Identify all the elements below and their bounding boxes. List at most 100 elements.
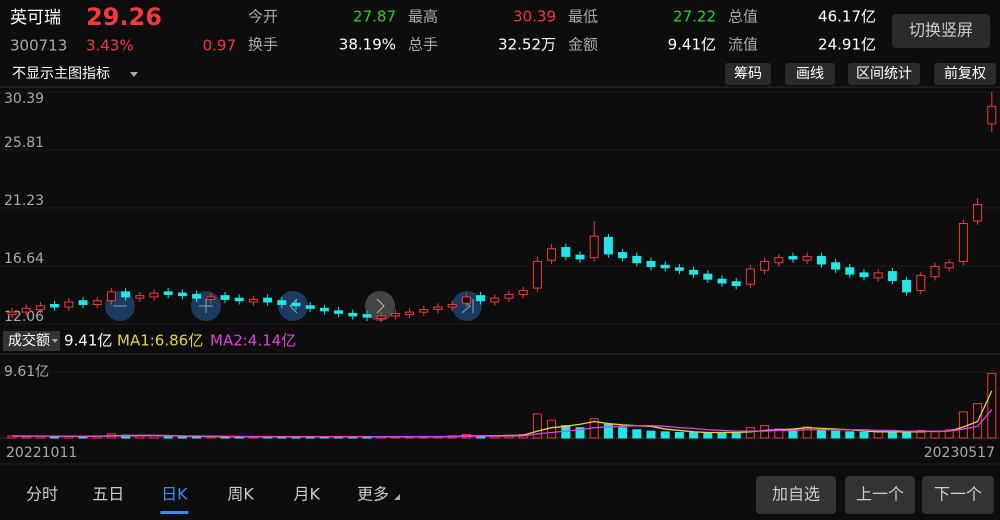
volume-bar <box>788 429 798 439</box>
volume-bar <box>831 430 841 439</box>
candle-body <box>106 291 116 302</box>
dropdown-arrow <box>130 72 138 77</box>
volume-bar <box>646 430 656 439</box>
candle-body <box>135 295 145 299</box>
candle-body <box>192 293 202 299</box>
action-button[interactable] <box>845 476 915 514</box>
ma-legend: MA2:4.14亿 <box>210 332 296 350</box>
candle-body <box>362 314 372 318</box>
candle-body <box>319 307 329 312</box>
indicator-select[interactable]: 不显示主图指标 <box>12 66 110 82</box>
volume-current: 9.41亿 <box>64 332 112 350</box>
tab[interactable]: 月K <box>294 485 321 504</box>
volume-bar <box>859 432 869 439</box>
more-arrow <box>394 494 400 500</box>
y-tick-label: 16.64 <box>4 251 44 267</box>
volume-tag[interactable] <box>3 331 60 351</box>
y-tick-label: 30.39 <box>4 91 44 107</box>
candle-body <box>674 267 684 271</box>
stat-value: 46.17亿 <box>818 8 876 26</box>
candle-body <box>788 255 798 260</box>
candle-body <box>433 306 443 311</box>
candle-body <box>490 297 500 303</box>
x-start-label: 20221011 <box>6 445 77 461</box>
candle-body <box>248 298 258 303</box>
candle-body <box>902 279 912 293</box>
candle-body <box>802 255 812 261</box>
action-button-label[interactable]: 上一个 <box>856 485 904 504</box>
action-button[interactable] <box>756 476 836 514</box>
scroll-right[interactable] <box>365 291 395 321</box>
volume-bar <box>816 429 826 439</box>
candle-body <box>660 264 670 269</box>
volume-bar <box>21 436 31 439</box>
action-button-label[interactable]: 加自选 <box>772 485 820 504</box>
candle-body <box>831 262 841 270</box>
candle-body <box>504 293 514 299</box>
candle-body <box>291 302 301 307</box>
ma-line <box>11 409 993 438</box>
candle-body <box>21 307 31 313</box>
candle-body <box>447 304 457 308</box>
stat-label: 今开 <box>248 8 278 26</box>
candle-body <box>334 310 344 314</box>
toolbar-button[interactable] <box>848 63 920 85</box>
toolbar-button-label[interactable]: 画线 <box>796 66 824 82</box>
change: 0.97 <box>203 37 236 55</box>
stat-value: 32.52万 <box>498 36 556 54</box>
candle-body <box>930 266 940 278</box>
candle-body <box>305 305 315 309</box>
candle-body <box>774 257 784 264</box>
volume-bar <box>873 431 883 439</box>
volume-bar <box>603 423 613 439</box>
toolbar-button[interactable] <box>934 63 996 85</box>
candle-body <box>646 260 656 268</box>
stat-label: 总手 <box>408 36 438 54</box>
candle-body <box>987 105 997 125</box>
scroll-end[interactable] <box>452 291 482 321</box>
candle-body <box>263 297 273 303</box>
candle-body <box>390 312 400 317</box>
action-button-label[interactable]: 下一个 <box>934 485 982 504</box>
toolbar-button-label[interactable]: 前复权 <box>944 65 986 82</box>
candle-body <box>234 297 244 302</box>
rotate-button[interactable] <box>892 14 990 48</box>
action-button[interactable] <box>922 476 994 514</box>
stat-value: 9.41亿 <box>668 36 716 54</box>
stat-label: 最高 <box>408 8 438 26</box>
candle-body <box>973 204 983 222</box>
volume-bar <box>618 427 628 439</box>
toolbar-button[interactable] <box>725 63 771 85</box>
tab[interactable]: 分时 <box>26 485 58 504</box>
candle-body <box>518 290 528 295</box>
candle-body <box>35 305 45 311</box>
tab[interactable]: 日K <box>161 485 188 504</box>
candle-body <box>7 311 17 316</box>
candle-body <box>476 295 486 302</box>
candle-body <box>461 296 471 304</box>
volume-bar <box>163 436 173 439</box>
volume-bar <box>547 419 557 439</box>
volume-bar <box>532 413 542 439</box>
volume-bar <box>717 432 727 439</box>
candle-body <box>419 309 429 313</box>
candle-body <box>603 236 613 255</box>
candle-body <box>760 260 770 271</box>
toolbar-button-label[interactable]: 筹码 <box>734 65 762 82</box>
volume-title[interactable]: 成交额 <box>8 332 50 349</box>
volume-bar <box>958 411 968 439</box>
toolbar-button-label[interactable]: 区间统计 <box>856 66 912 82</box>
candle-body <box>703 273 713 280</box>
volume-bar <box>660 431 670 439</box>
stat-value: 30.39 <box>513 8 556 26</box>
stat-label: 流值 <box>728 36 758 54</box>
tab[interactable]: 周K <box>227 485 254 504</box>
rotate-button-label[interactable]: 切换竖屏 <box>909 21 973 40</box>
candle-body <box>547 248 557 261</box>
candle-body <box>745 268 755 285</box>
candle-body <box>887 271 897 281</box>
volume-bar <box>575 427 585 439</box>
toolbar-button[interactable] <box>785 63 835 85</box>
tab[interactable]: 五日 <box>92 485 124 504</box>
tab[interactable]: 更多 <box>357 485 389 504</box>
